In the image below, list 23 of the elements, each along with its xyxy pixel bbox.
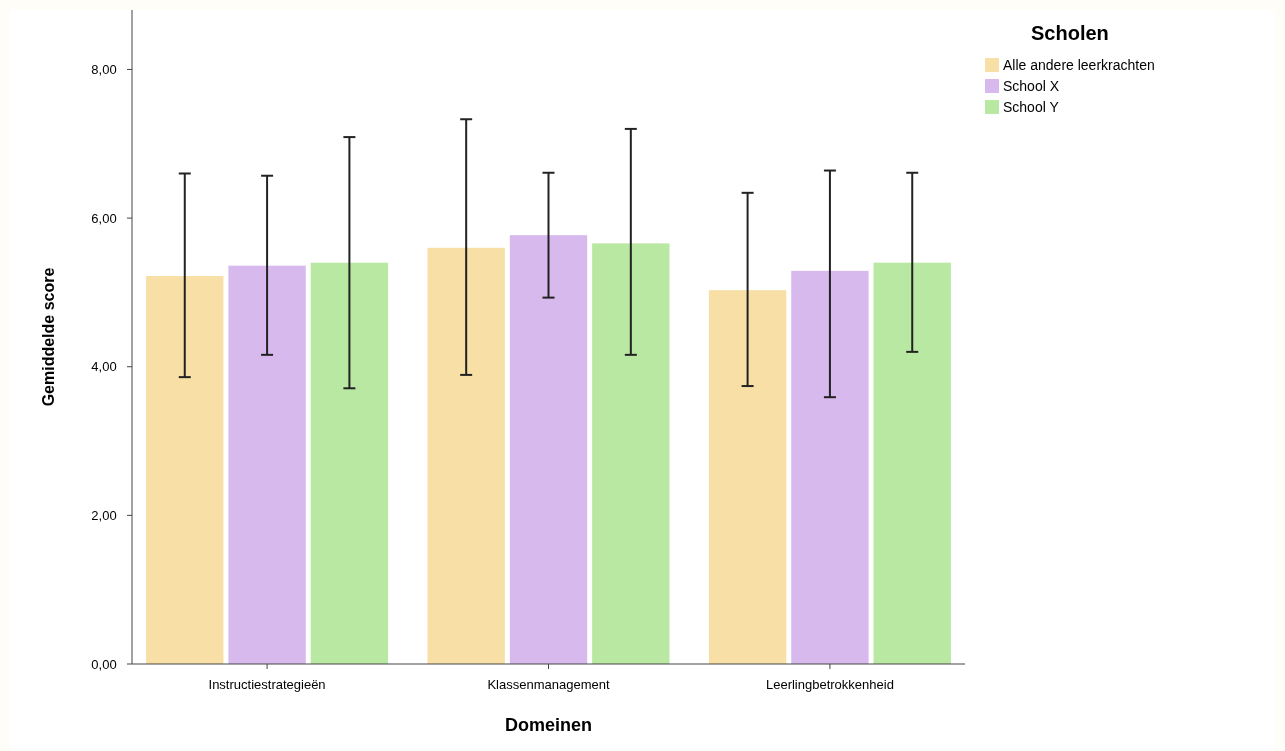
bar — [873, 262, 951, 664]
legend-label: School X — [1003, 78, 1060, 94]
bar — [310, 262, 389, 664]
bar — [427, 247, 505, 664]
legend-label: School Y — [1003, 99, 1060, 115]
y-tick-label: 6,00 — [91, 210, 117, 226]
y-axis-title: Gemiddelde score — [40, 267, 57, 407]
x-tick-label: Klassenmanagement — [487, 677, 610, 692]
bar — [791, 270, 869, 664]
bar — [509, 235, 588, 664]
y-tick-label: 2,00 — [91, 507, 117, 523]
y-tick-label: 0,00 — [91, 656, 117, 672]
bar — [228, 265, 306, 664]
bar — [146, 276, 224, 664]
y-tick-label: 8,00 — [91, 62, 117, 77]
x-axis-title: Domeinen — [504, 715, 593, 735]
x-tick-label: Leerlingbetrokkenheid — [765, 677, 894, 692]
bar — [708, 290, 787, 664]
x-tick-label: Instructiestrategieën — [208, 677, 326, 692]
legend-title: Scholen — [1031, 22, 1109, 44]
legend-label: Alle andere leerkrachten — [1003, 57, 1155, 73]
y-tick-label: 4,00 — [91, 359, 117, 375]
bar — [592, 243, 670, 664]
